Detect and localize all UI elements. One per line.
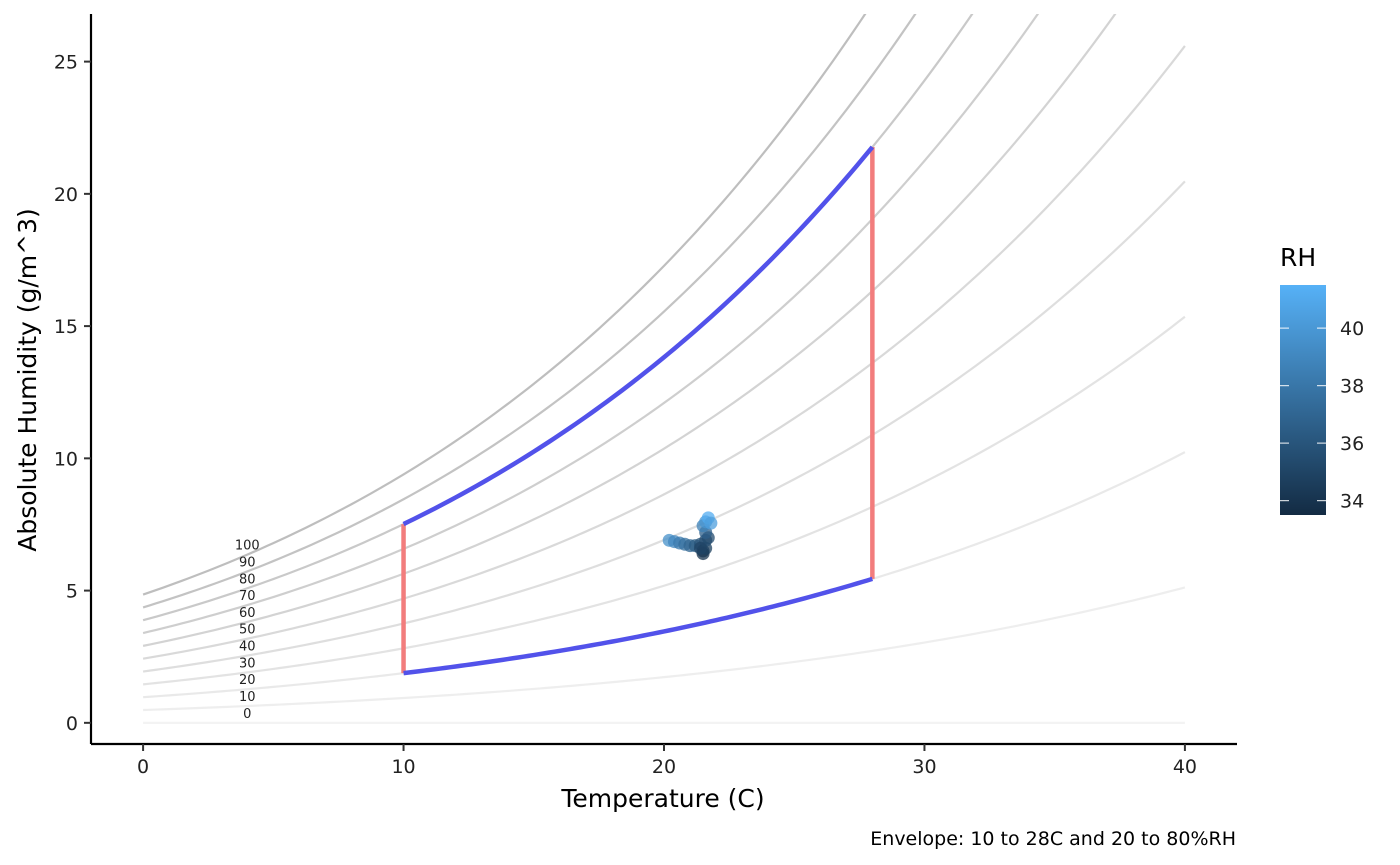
x-axis-title: Temperature (C): [560, 784, 764, 813]
rh-curve-label-0: 0: [243, 707, 251, 722]
y-tick-label: 0: [66, 713, 78, 735]
rh-curve-label-90: 90: [239, 555, 256, 570]
legend-title: RH: [1280, 243, 1316, 272]
y-axis-ticks: 0 5 10 15 20 25: [54, 52, 91, 735]
envelope-min-rh-bound: [403, 576, 874, 676]
x-tick-label: 10: [391, 756, 415, 778]
x-axis-ticks: 0 10 20 30 40: [137, 744, 1197, 778]
legend-ticks: 34 36 38 40: [1280, 318, 1364, 513]
rh-legend: RH 34 36 38 40: [1280, 243, 1364, 515]
rh-curve-label-40: 40: [239, 640, 256, 655]
x-tick-label: 20: [652, 756, 676, 778]
rh-curve-label-30: 30: [239, 656, 256, 671]
rh-curve-20: [143, 451, 1186, 699]
rh-curve-100: [142, 14, 867, 596]
y-tick-label: 15: [54, 316, 78, 338]
envelope: [401, 145, 875, 676]
rh-curves: [142, 14, 1186, 724]
x-tick-label: 40: [1173, 756, 1197, 778]
rh-curve-label-50: 50: [239, 623, 256, 638]
rh-curve-70: [142, 14, 1040, 635]
x-tick-label: 0: [137, 756, 149, 778]
legend-tick-label: 36: [1340, 433, 1364, 455]
rh-curve-label-60: 60: [239, 606, 256, 621]
legend-tick-label: 38: [1340, 376, 1364, 398]
chart-caption: Envelope: 10 to 28C and 20 to 80%RH: [870, 828, 1236, 850]
y-tick-label: 5: [66, 581, 78, 603]
rh-curve-label-20: 20: [239, 673, 256, 688]
rh-curve-label-100: 100: [235, 539, 260, 554]
rh-curve-60: [142, 14, 1117, 647]
legend-colorbar: [1280, 285, 1326, 515]
rh-curve-label-10: 10: [239, 690, 256, 705]
rh-curve-90: [142, 14, 917, 609]
rh-curve-50: [142, 45, 1186, 660]
x-tick-label: 30: [912, 756, 936, 778]
envelope-max-rh-bound: [402, 145, 875, 527]
rh-curve-label-70: 70: [239, 589, 256, 604]
y-axis-title: Absolute Humidity (g/m^3): [13, 208, 42, 552]
rh-curve-10: [143, 586, 1186, 712]
legend-tick-label: 40: [1340, 318, 1364, 340]
rh-curve-label-80: 80: [239, 572, 256, 587]
y-tick-label: 25: [54, 52, 78, 74]
rh-curve-30: [142, 315, 1186, 686]
rh-curve-40: [142, 180, 1186, 673]
data-points: [662, 511, 718, 561]
legend-tick-label: 34: [1340, 491, 1364, 513]
y-tick-label: 20: [54, 184, 78, 206]
data-point: [704, 516, 718, 530]
y-tick-label: 10: [54, 448, 78, 470]
data-point: [693, 541, 707, 555]
